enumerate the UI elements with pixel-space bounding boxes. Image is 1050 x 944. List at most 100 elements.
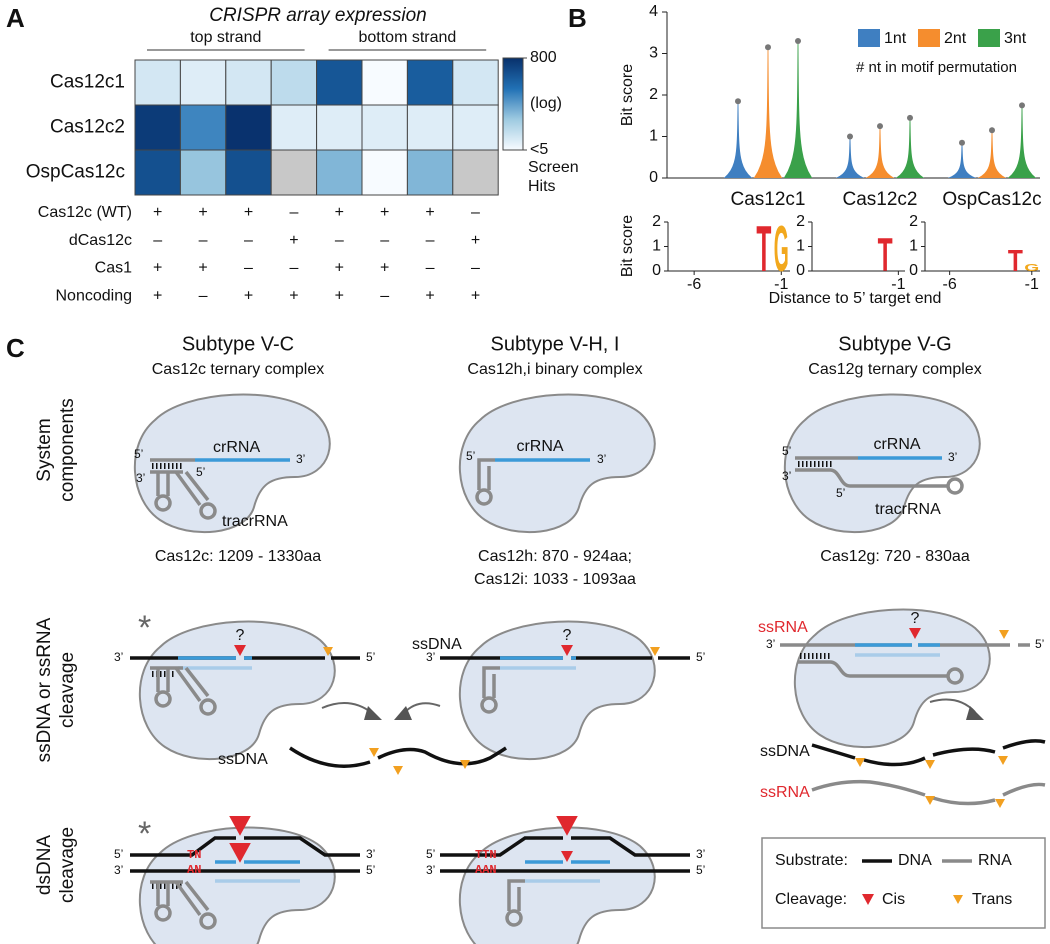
legend-label: 1nt <box>884 30 907 47</box>
heatmap-cell <box>134 149 181 196</box>
tracrrna <box>798 660 948 678</box>
x-tick-label: Cas12c2 <box>843 189 918 210</box>
x-tick-label: OspCas12c <box>942 189 1041 210</box>
legend-label: Cis <box>882 891 905 908</box>
outlier <box>795 38 801 45</box>
crrna-label: crRNA <box>213 439 260 456</box>
end-label: 3’ <box>696 847 705 861</box>
heatmap-cell <box>225 104 272 151</box>
row-label: System <box>34 418 55 481</box>
question: ? <box>563 627 572 644</box>
outlier <box>765 44 771 51</box>
row-label: cleavage <box>57 827 78 903</box>
row-label: cleavage <box>57 652 78 728</box>
trans-cut <box>925 796 935 805</box>
condition-symbol: + <box>471 287 480 304</box>
condition-symbol: + <box>244 287 253 304</box>
x-tick-label: -1 <box>774 276 788 293</box>
heatmap-cell <box>452 104 499 151</box>
legend-swatch <box>978 29 1000 47</box>
legend-label: 3nt <box>1004 30 1027 47</box>
logo-letter: T <box>1008 244 1023 278</box>
legend-box <box>761 837 1046 929</box>
condition-label: dCas12c <box>69 232 132 249</box>
column-subtitle: Cas12h,i binary complex <box>467 361 642 378</box>
condition-symbol: – <box>244 260 253 277</box>
heatmap-cell <box>316 149 363 196</box>
violin <box>723 101 753 178</box>
end-label: 3’ <box>948 450 957 464</box>
legend-heading: Cleavage: <box>775 891 847 908</box>
column-subtitle: Cas12c ternary complex <box>152 361 325 378</box>
condition-symbol: + <box>198 204 207 221</box>
legend-note: # nt in motif permutation <box>856 59 1017 76</box>
column-group-label: bottom strand <box>358 29 456 46</box>
outlier <box>735 98 741 105</box>
y-tick-label: 2 <box>649 86 658 103</box>
x-tick-label: -6 <box>943 276 957 293</box>
ssrna-product <box>811 779 1046 806</box>
condition-label: Cas1 <box>95 260 132 277</box>
panel-label: B <box>568 3 587 33</box>
ssdna-label: ssDNA <box>218 751 268 768</box>
end-label: 5’ <box>466 449 475 463</box>
x-tick-label: -6 <box>687 276 701 293</box>
logo-letter: G <box>1024 262 1039 273</box>
end-label: 3’ <box>114 863 123 877</box>
condition-symbol: + <box>244 204 253 221</box>
condition-symbol: + <box>425 287 434 304</box>
row-label: OspCas12c <box>26 162 125 183</box>
panel-label: A <box>6 3 25 33</box>
logo-letter: T <box>878 230 893 283</box>
outlier <box>877 123 883 130</box>
end-label: 5’ <box>696 863 705 877</box>
protein <box>458 393 656 534</box>
outlier <box>1019 102 1025 109</box>
condition-symbol: + <box>335 287 344 304</box>
end-label: 3’ <box>782 469 791 483</box>
end-label: 3’ <box>136 471 145 485</box>
colorbar <box>502 57 524 151</box>
condition-symbol: – <box>199 232 208 249</box>
column-title: Subtype V-H, I <box>491 333 620 355</box>
y-tick-label: 0 <box>909 262 918 279</box>
crrna-label: crRNA <box>516 438 563 455</box>
x-tick-label: Cas12c1 <box>731 189 806 210</box>
heatmap-cell <box>361 104 408 151</box>
colorbar-scale: (log) <box>530 95 562 112</box>
arrow <box>321 702 373 714</box>
violin <box>865 126 895 178</box>
row-label: ssDNA or ssRNA <box>34 617 55 762</box>
tracrrna-label: tracrRNA <box>875 501 941 518</box>
condition-symbol: + <box>153 260 162 277</box>
violin <box>753 47 783 179</box>
pam: AN <box>187 863 201 877</box>
heatmap-cell <box>225 59 272 106</box>
condition-symbol: + <box>335 204 344 221</box>
condition-symbol: + <box>153 204 162 221</box>
end-label: 5’ <box>196 465 205 479</box>
y-tick-label: 2 <box>796 213 805 230</box>
condition-symbol: – <box>426 260 435 277</box>
violin <box>947 142 977 178</box>
outlier <box>907 114 913 121</box>
legend-heading: Substrate: <box>775 852 848 869</box>
trans-cut <box>995 799 1005 808</box>
heatmap-cell <box>225 149 272 196</box>
heatmap-cell <box>270 149 318 196</box>
condition-symbol: – <box>244 232 253 249</box>
heatmap-cell <box>179 149 227 196</box>
ssdna-product <box>289 746 507 768</box>
heatmap-cell <box>452 59 499 106</box>
column-title: Subtype V-C <box>182 333 294 355</box>
legend-label: RNA <box>978 852 1012 869</box>
y-tick-label: 0 <box>652 262 661 279</box>
end-label: 5’ <box>696 650 705 664</box>
heatmap-cell <box>134 59 181 106</box>
tracrrna-label: tracrRNA <box>222 513 288 530</box>
violin <box>977 130 1007 178</box>
y-tick-label: 1 <box>909 238 918 255</box>
violin <box>895 117 925 178</box>
condition-symbol: – <box>335 232 344 249</box>
colorbar-title: Hits <box>528 178 556 195</box>
